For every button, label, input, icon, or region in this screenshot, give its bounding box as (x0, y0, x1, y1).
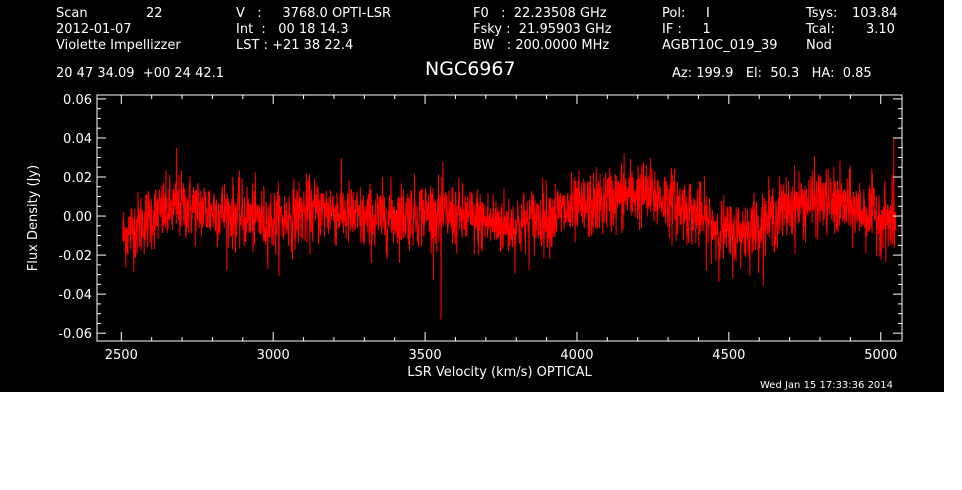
tcal-value: 3.10 (866, 22, 895, 37)
y-tick-label: -0.06 (58, 327, 92, 342)
project-id: AGBT10C_019_39 (662, 38, 778, 53)
obs-mode: Nod (806, 38, 832, 53)
spectrum-chart: 2500 3000 3500 4000 4500 5000 -0.06 -0.04 -0.02 0… (26, 93, 903, 380)
x-tick-label: 2500 (105, 348, 138, 363)
x-axis-label: LSR Velocity (km/s) OPTICAL (407, 365, 592, 380)
spectrum-line (122, 137, 897, 320)
scan-label: Scan (56, 6, 88, 21)
y-axis-label: Flux Density (Jy) (26, 165, 41, 271)
velocity-readout: V : 3768.0 OPTI-LSR (236, 6, 392, 21)
x-tick-label: 5000 (864, 348, 897, 363)
tsys-label: Tsys: (806, 6, 838, 21)
observer-name: Violette Impellizzer (56, 38, 181, 53)
x-tick-label: 3500 (409, 348, 442, 363)
y-tick-label: 0.06 (63, 93, 92, 108)
az-el-ha: Az: 199.9 El: 50.3 HA: 0.85 (672, 66, 872, 81)
if-number: IF : 1 (662, 22, 711, 37)
polarization: Pol: I (662, 6, 710, 21)
scan-value: 22 (146, 6, 163, 21)
axes: 2500 3000 3500 4000 4500 5000 -0.06 -0.04 -0.02 0… (58, 93, 902, 363)
tcal-label: Tcal: (806, 22, 835, 37)
bandwidth: BW : 200.0000 MHz (473, 38, 610, 53)
plot-timestamp: Wed Jan 15 17:33:36 2014 (760, 380, 894, 391)
y-tick-label: -0.04 (58, 288, 92, 303)
plot-panel: Scan 22 2012-01-07 Violette Impellizzer … (0, 0, 944, 392)
obs-date: 2012-01-07 (56, 22, 132, 37)
y-tick-label: 0.00 (63, 210, 92, 225)
y-tick-label: 0.02 (63, 171, 92, 186)
x-tick-label: 4500 (712, 348, 745, 363)
sky-frequency: Fsky : 21.95903 GHz (473, 22, 612, 37)
x-tick-label: 3000 (257, 348, 290, 363)
x-tick-label: 4000 (560, 348, 593, 363)
y-tick-label: 0.04 (63, 132, 92, 147)
plot-frame (96, 94, 903, 342)
spectrum-series (122, 137, 897, 320)
y-tick-label: -0.02 (58, 249, 92, 264)
source-coords: 20 47 34.09 +00 24 42.1 (56, 66, 225, 81)
rest-frequency: F0 : 22.23508 GHz (473, 6, 607, 21)
source-name: NGC6967 (425, 58, 516, 80)
integration-time: Int : 00 18 14.3 (236, 22, 349, 37)
lst-readout: LST : +21 38 22.4 (236, 38, 354, 53)
tsys-value: 103.84 (852, 6, 898, 21)
